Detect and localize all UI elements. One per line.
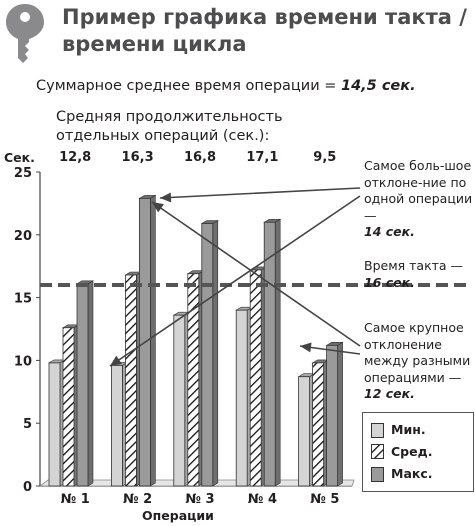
summary-prefix: Суммарное среднее время операции = xyxy=(36,78,337,94)
x-tick-label: № 2 xyxy=(123,492,152,507)
arrow-max-op-to-min xyxy=(109,195,361,367)
page-title: Пример графика времени такта / времени ц… xyxy=(62,5,467,56)
arrow-between-to-max xyxy=(151,201,361,347)
average-value-4: 17,1 xyxy=(246,150,279,165)
x-tick-label: № 1 xyxy=(61,492,90,507)
average-value-2: 16,3 xyxy=(121,150,154,165)
legend-swatch-max xyxy=(371,467,384,482)
bar-max-4 xyxy=(263,221,276,487)
annotation-takt-time-text: Время такта — xyxy=(364,258,464,273)
annotation-max-deviation-between-value: 12 сек. xyxy=(364,386,415,401)
annotation-max-deviation-between-text: Самое крупное отклонение между разными о… xyxy=(364,320,471,385)
bar-side-max-5 xyxy=(337,341,343,487)
bar-max-3 xyxy=(201,223,214,487)
x-tick-label: № 4 xyxy=(248,492,277,507)
x-tick-label: № 5 xyxy=(310,492,339,507)
annotation-takt-time-value: 16 сек. xyxy=(364,274,415,290)
arrow-between-to-max-head xyxy=(152,202,164,213)
legend-swatch-avg xyxy=(371,444,384,459)
bar-max-1 xyxy=(76,283,89,487)
legend-swatch-min xyxy=(371,423,384,438)
arrow-between-to-min-head xyxy=(300,342,312,353)
average-value-5: 9,5 xyxy=(313,150,337,165)
bar-avg-1 xyxy=(62,327,75,487)
legend-label-min: Мин. xyxy=(391,422,426,437)
legend-label-avg: Сред. xyxy=(391,444,433,459)
x-tick-label: № 3 xyxy=(185,492,214,507)
bar-min-4 xyxy=(235,309,248,487)
y-tick-label: 5 xyxy=(23,417,32,432)
x-axis-title: Операции xyxy=(142,508,214,523)
arrow-max-op-to-min-head xyxy=(110,355,122,366)
annotation-takt-time: Время такта — 16 сек. xyxy=(364,258,474,291)
bar-avg-2 xyxy=(125,274,137,487)
y-axis-unit: Сек. xyxy=(4,150,35,165)
arrow-max-op-to-max-head xyxy=(160,192,172,203)
legend-label-max: Макс. xyxy=(391,466,433,481)
annotation-max-deviation-between: Самое крупное отклонение между разными о… xyxy=(364,320,474,403)
arrow-max-op-to-max xyxy=(159,187,361,199)
y-tick-label: 0 xyxy=(23,480,32,495)
annotation-max-deviation-operation-text: Самое боль-шое отклоне-ние по одной опер… xyxy=(364,158,473,223)
y-tick-label: 20 xyxy=(14,229,32,244)
average-value-3: 16,8 xyxy=(183,150,217,165)
key-icon xyxy=(6,4,44,63)
bar-side-max-2 xyxy=(150,194,156,487)
summary-line: Суммарное среднее время операции = 14,5 … xyxy=(36,78,416,94)
bar-avg-5 xyxy=(312,362,325,487)
annotation-max-deviation-operation: Самое боль-шое отклоне-ние по одной опер… xyxy=(364,158,474,241)
average-duration-label: Средняя продолжительность отдельных опер… xyxy=(56,109,283,144)
average-value-1: 12,8 xyxy=(59,150,92,165)
bar-max-5 xyxy=(326,344,339,487)
bar-side-max-1 xyxy=(87,280,94,487)
bar-side-max-3 xyxy=(212,219,219,487)
bar-avg-4 xyxy=(249,269,262,487)
y-tick-label: 25 xyxy=(14,166,32,181)
bar-min-1 xyxy=(48,362,61,487)
y-tick-label: 15 xyxy=(14,292,32,307)
bar-min-2 xyxy=(111,365,123,487)
annotation-max-deviation-operation-value: 14 сек. xyxy=(364,224,415,239)
bar-side-max-4 xyxy=(274,218,281,487)
summary-value: 14,5 сек. xyxy=(341,78,416,94)
bar-min-3 xyxy=(173,314,186,487)
bar-avg-3 xyxy=(187,273,200,487)
bar-min-5 xyxy=(298,376,311,487)
y-tick-label: 10 xyxy=(14,354,32,369)
chart-legend: Мин. Сред. Макс. xyxy=(362,412,474,492)
